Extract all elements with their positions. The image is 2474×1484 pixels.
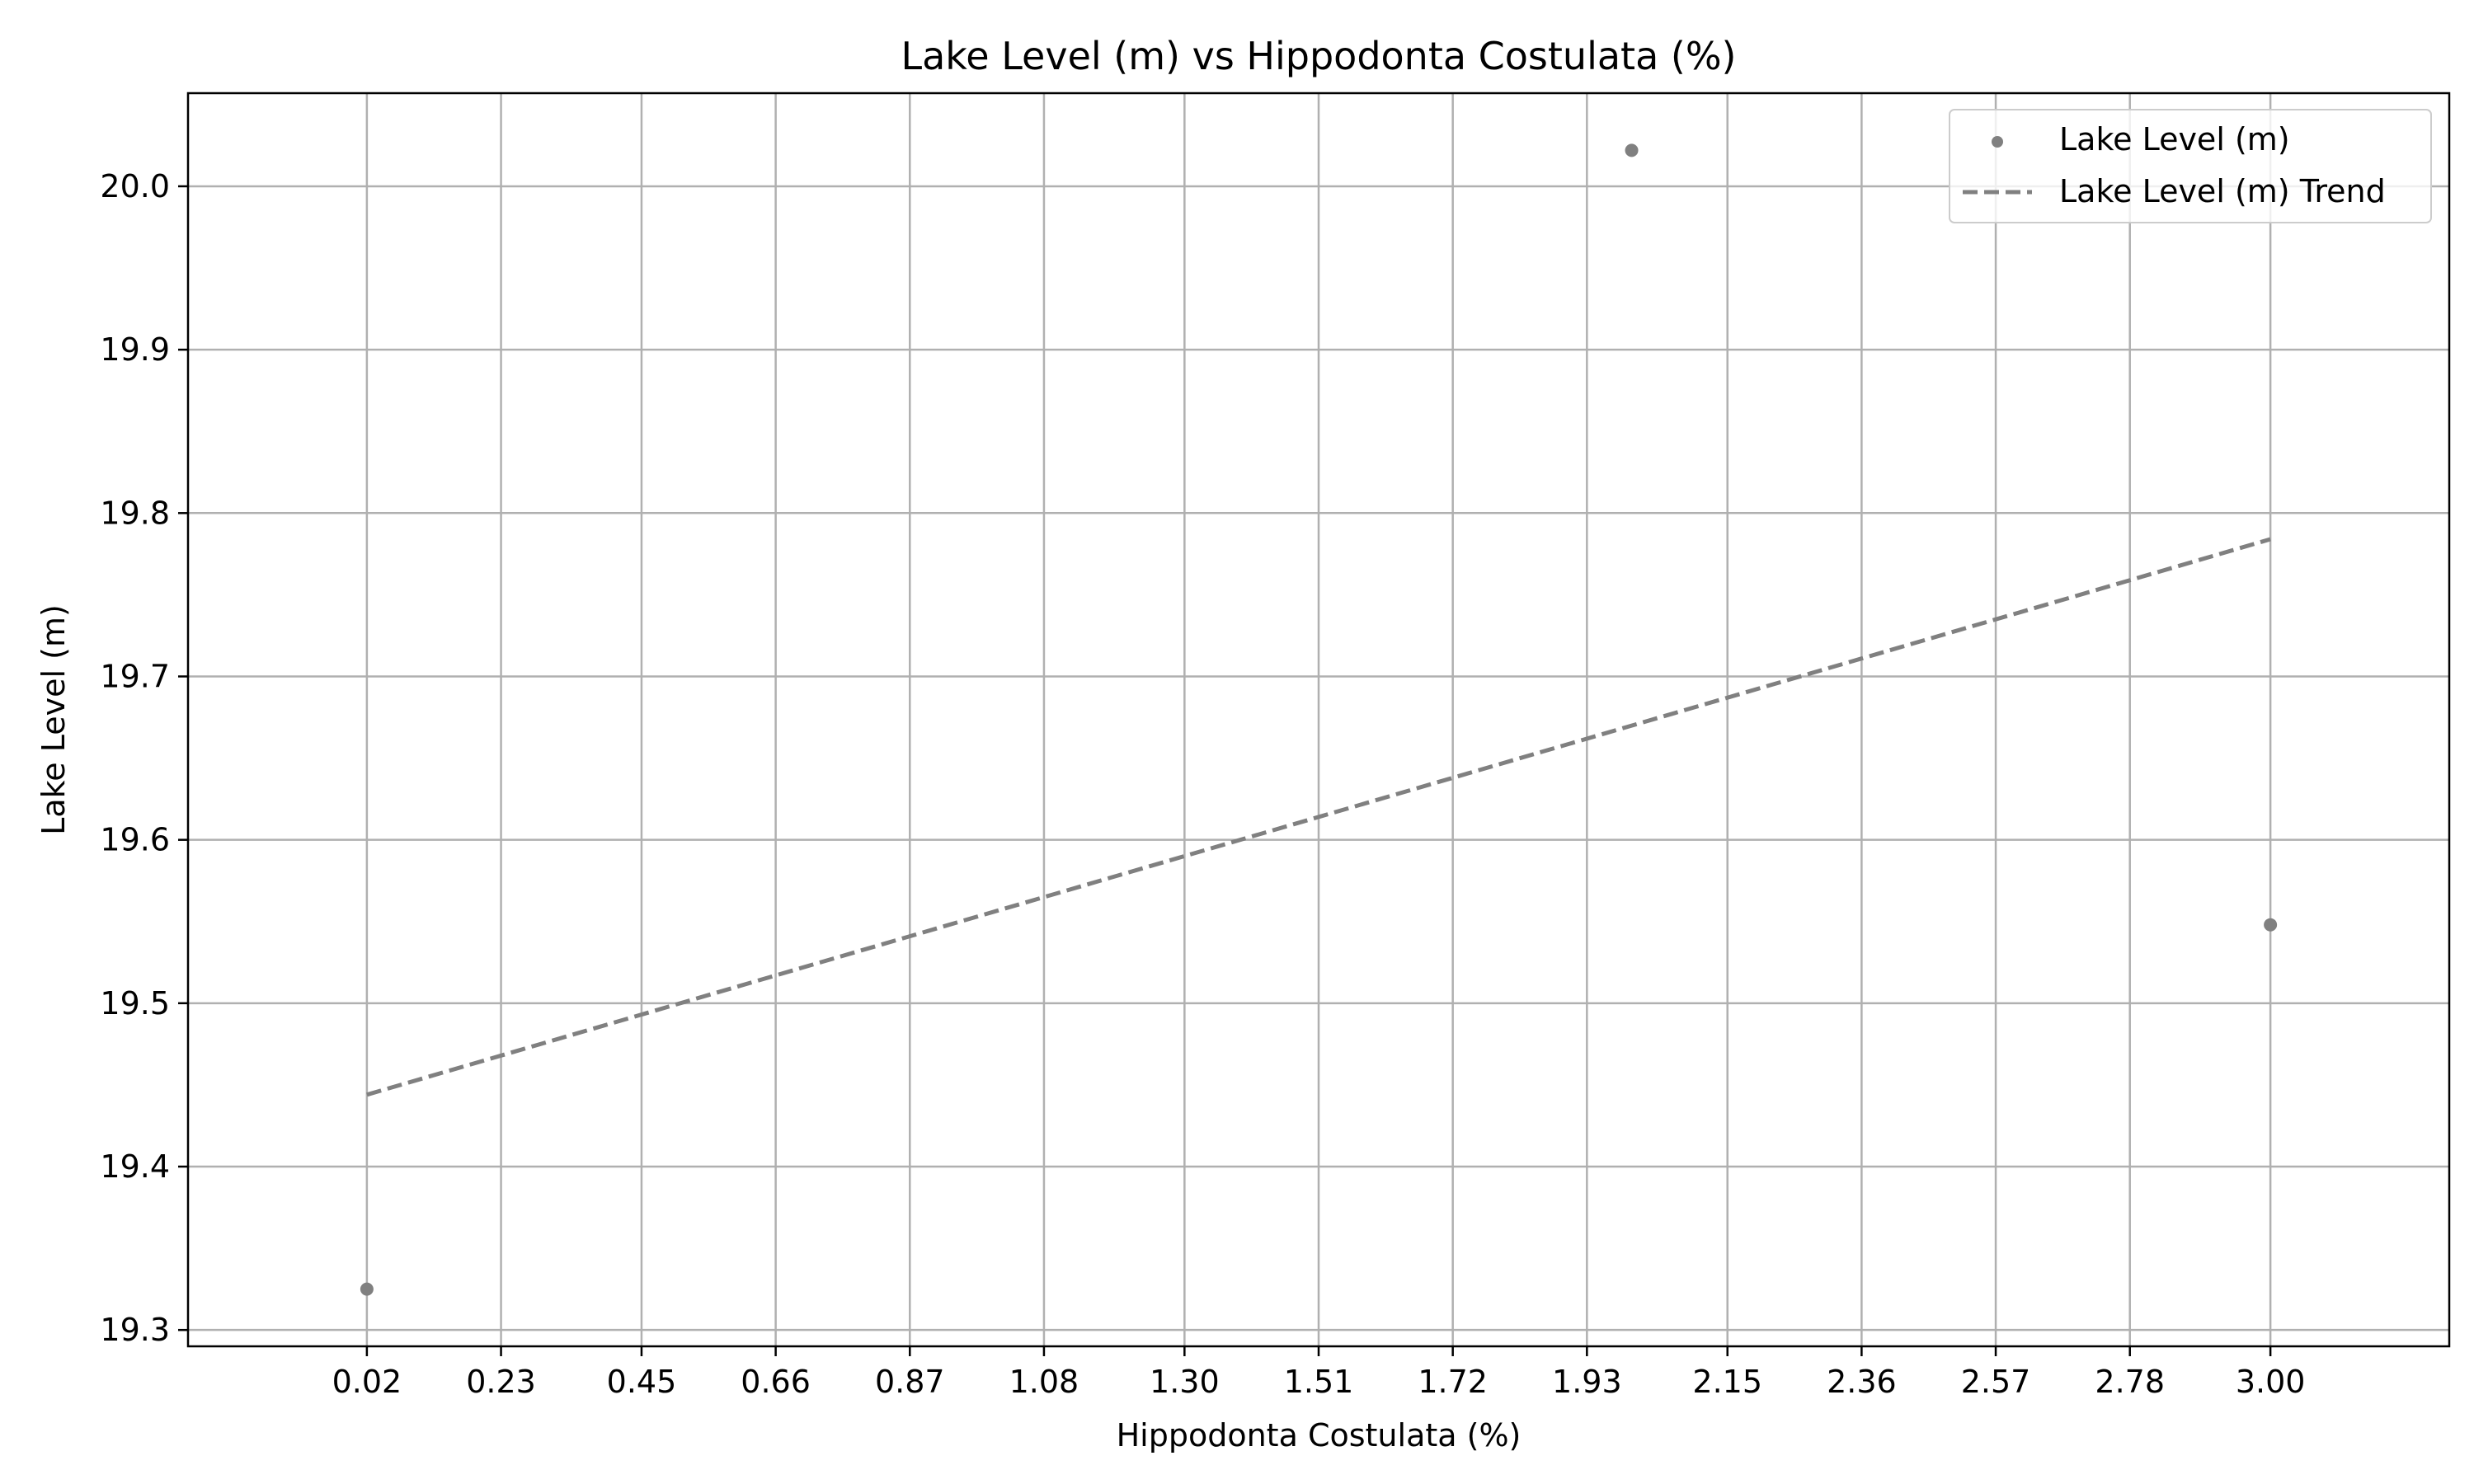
x-tick-label: 1.08	[1009, 1364, 1079, 1400]
x-tick-label: 1.93	[1552, 1364, 1622, 1400]
x-tick-label: 2.57	[1961, 1364, 2031, 1400]
legend: Lake Level (m) Lake Level (m) Trend	[1949, 109, 2432, 223]
x-tick-label: 0.02	[332, 1364, 402, 1400]
x-tick-label: 3.00	[2236, 1364, 2306, 1400]
x-tick-label: 2.15	[1692, 1364, 1762, 1400]
axis-ticks: 0.02 0.23 0.45 0.66 0.87 1.08 1.30 1.51 1.72 1.93…	[100, 168, 2305, 1400]
scatter-point	[2264, 918, 2278, 932]
x-tick-label: 0.66	[741, 1364, 811, 1400]
y-tick-label: 20.0	[100, 168, 170, 204]
y-tick-label: 19.7	[100, 658, 170, 694]
x-tick-label: 2.78	[2095, 1364, 2165, 1400]
scatter-point	[1625, 143, 1639, 157]
x-tick-label: 1.72	[1418, 1364, 1488, 1400]
y-tick-label: 19.3	[100, 1312, 170, 1348]
legend-box	[1949, 109, 2432, 223]
plot-data	[360, 143, 2278, 1296]
y-tick-label: 19.5	[100, 985, 170, 1021]
x-tick-label: 2.36	[1827, 1364, 1897, 1400]
x-tick-label: 0.23	[466, 1364, 536, 1400]
x-tick-label: 1.30	[1150, 1364, 1220, 1400]
legend-label-trend: Lake Level (m) Trend	[2059, 173, 2386, 209]
y-tick-label: 19.9	[100, 331, 170, 368]
x-axis-label: Hippodonta Costulata (%)	[1117, 1417, 1522, 1453]
y-tick-label: 19.8	[100, 495, 170, 531]
grid	[188, 93, 2449, 1346]
x-tick-label: 0.45	[607, 1364, 677, 1400]
chart-title: Lake Level (m) vs Hippodonta Costulata (…	[901, 34, 1736, 78]
y-axis-label: Lake Level (m)	[35, 604, 72, 835]
legend-label-scatter: Lake Level (m)	[2059, 121, 2290, 157]
trend-line	[366, 537, 2271, 1097]
y-tick-label: 19.6	[100, 822, 170, 858]
y-tick-label: 19.4	[100, 1148, 170, 1185]
x-tick-label: 1.51	[1284, 1364, 1354, 1400]
legend-marker-scatter	[1992, 136, 2003, 148]
x-tick-label: 0.87	[875, 1364, 945, 1400]
scatter-point	[360, 1282, 374, 1296]
